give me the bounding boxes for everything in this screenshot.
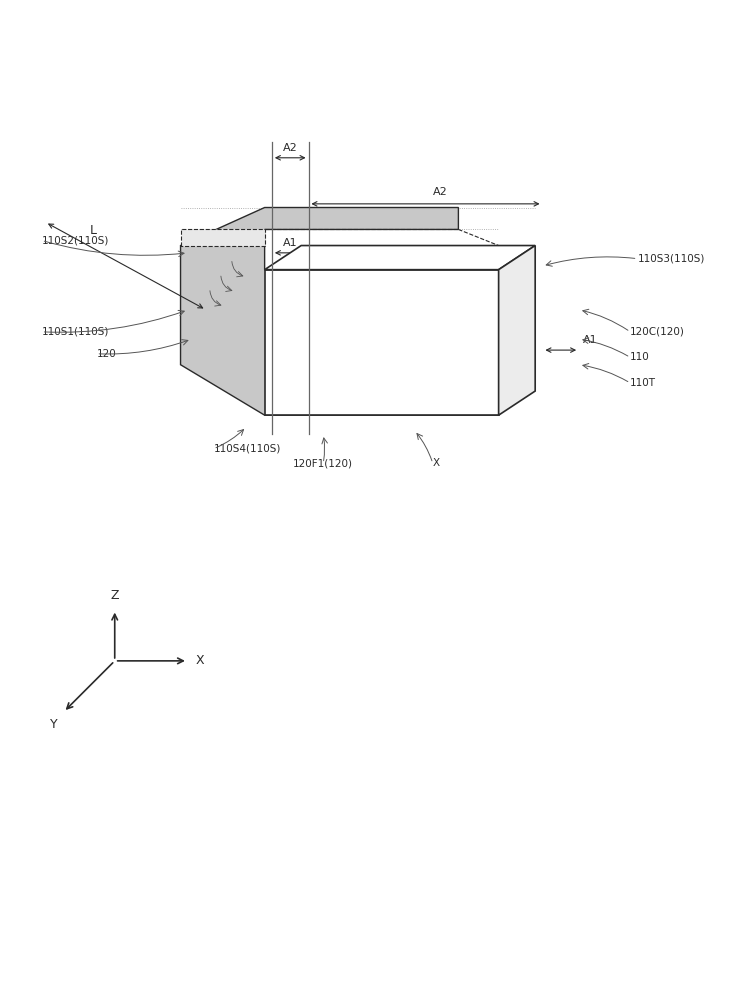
Text: A1: A1 bbox=[283, 238, 297, 248]
Text: Y: Y bbox=[50, 718, 58, 731]
Text: 120F1(120): 120F1(120) bbox=[293, 458, 353, 468]
Text: L: L bbox=[90, 224, 96, 237]
Text: 120C(120): 120C(120) bbox=[631, 327, 685, 337]
Text: 110: 110 bbox=[631, 352, 650, 362]
Polygon shape bbox=[265, 270, 498, 415]
Text: A2: A2 bbox=[283, 143, 297, 153]
Text: X: X bbox=[195, 654, 204, 667]
Text: Z: Z bbox=[111, 589, 119, 602]
Text: 110S3(110S): 110S3(110S) bbox=[638, 254, 705, 264]
Text: 110S1(110S): 110S1(110S) bbox=[42, 327, 109, 337]
Polygon shape bbox=[265, 246, 535, 270]
Text: 110S2(110S): 110S2(110S) bbox=[42, 235, 109, 245]
Text: 110S4(110S): 110S4(110S) bbox=[214, 444, 281, 454]
Polygon shape bbox=[498, 246, 535, 415]
Polygon shape bbox=[181, 208, 498, 415]
Text: 110T: 110T bbox=[631, 378, 656, 388]
Text: X: X bbox=[433, 458, 440, 468]
Polygon shape bbox=[181, 229, 265, 246]
Text: A1: A1 bbox=[583, 335, 597, 345]
Text: A2: A2 bbox=[433, 187, 448, 197]
Text: 120: 120 bbox=[96, 349, 116, 359]
